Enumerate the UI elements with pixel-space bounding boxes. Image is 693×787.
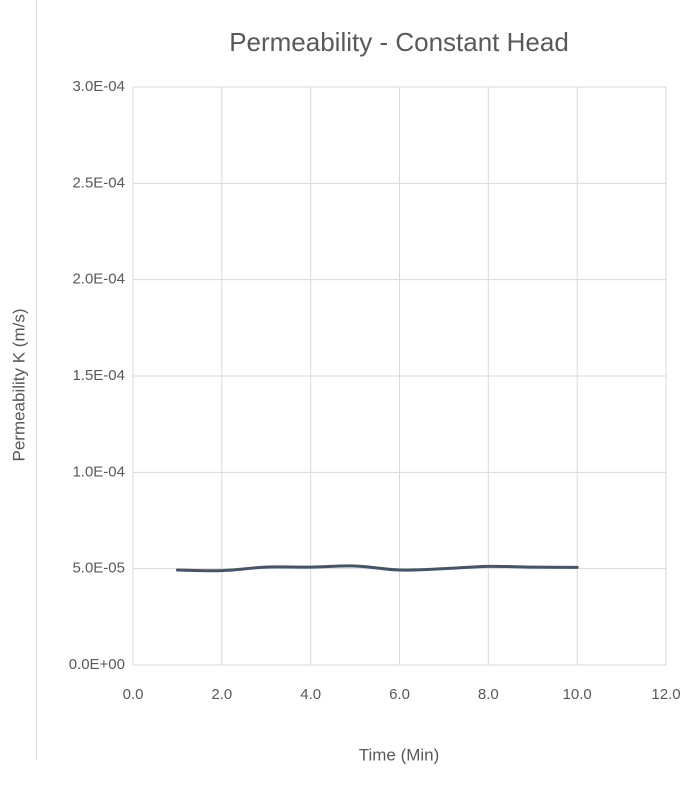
- x-axis-label: Time (Min): [359, 745, 440, 764]
- chart-title: Permeability - Constant Head: [229, 27, 569, 57]
- x-tick-label: 2.0: [211, 686, 232, 703]
- x-tick-label: 12.0: [651, 686, 680, 703]
- y-tick-label: 1.5E-04: [72, 367, 125, 384]
- y-tick-label: 0.0E+00: [69, 656, 125, 673]
- y-tick-label: 5.0E-05: [72, 560, 125, 577]
- y-tick-label: 3.0E-04: [72, 78, 125, 95]
- y-axis-label: Permeability K (m/s): [9, 308, 28, 461]
- x-tick-label: 4.0: [300, 686, 321, 703]
- y-tick-label: 2.0E-04: [72, 271, 125, 288]
- y-tick-label: 1.0E-04: [72, 463, 125, 480]
- y-tick-label: 2.5E-04: [72, 174, 125, 191]
- x-tick-label: 8.0: [478, 686, 499, 703]
- x-tick-label: 6.0: [389, 686, 410, 703]
- x-tick-label: 0.0: [123, 686, 144, 703]
- data-line: [175, 564, 579, 573]
- x-tick-label: 10.0: [563, 686, 592, 703]
